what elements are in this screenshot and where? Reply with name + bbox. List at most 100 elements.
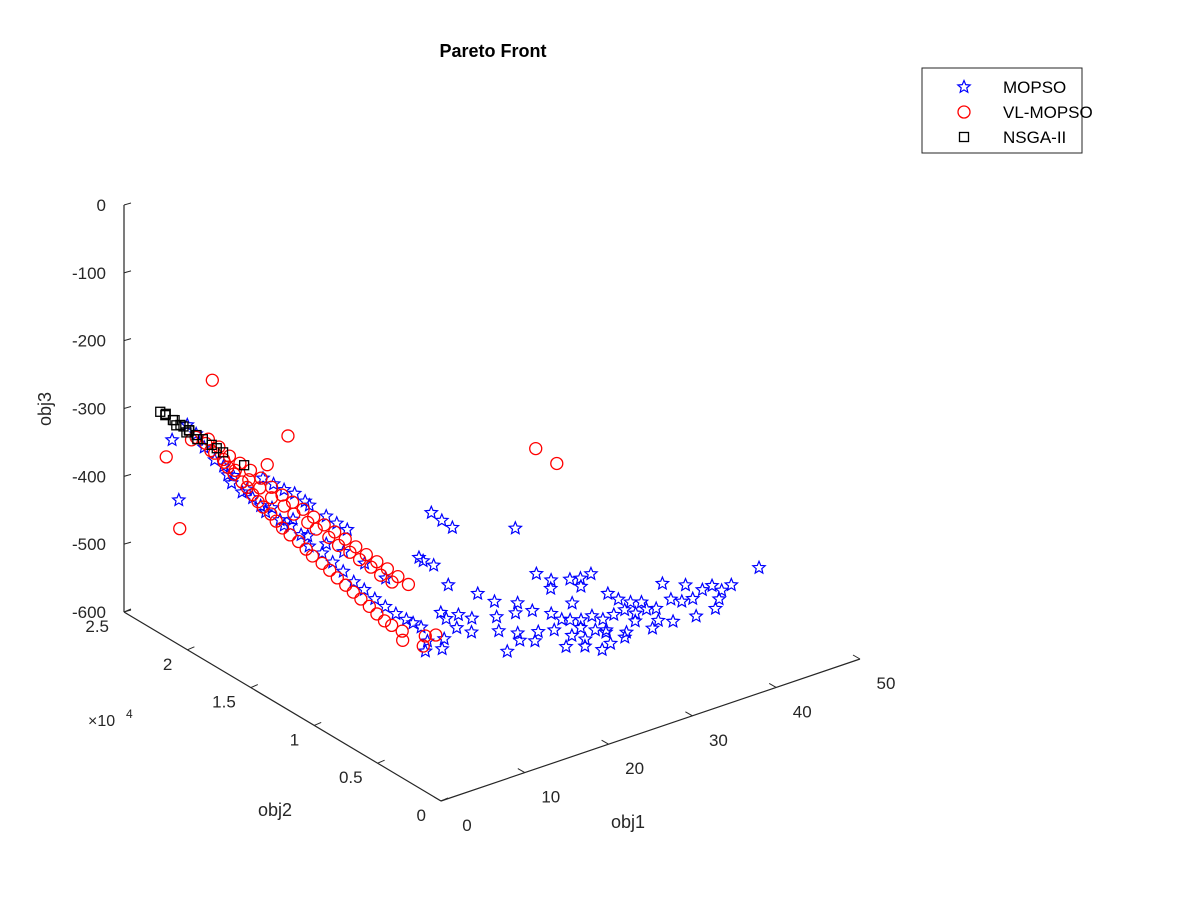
data-point [529, 441, 543, 456]
data-point [665, 613, 681, 629]
data-point [275, 521, 290, 535]
y-axis-exponent: ×10 4 [88, 707, 133, 730]
data-point [277, 499, 291, 513]
data-point [256, 500, 270, 514]
data-point [491, 622, 507, 638]
data-point [317, 518, 331, 532]
data-point [564, 595, 580, 610]
data-point [385, 575, 399, 589]
z-tick-mark [123, 541, 132, 545]
data-point [159, 450, 173, 464]
x-tick-label: 20 [625, 759, 644, 778]
data-point [572, 619, 589, 635]
y-tick-label: 2 [163, 655, 172, 674]
data-point [416, 639, 430, 653]
data-point [181, 427, 192, 438]
z-tick-label: 0 [97, 196, 106, 215]
data-point [527, 632, 543, 648]
data-point [374, 568, 388, 582]
data-point [510, 625, 526, 640]
data-point [283, 528, 297, 542]
data-point [405, 614, 421, 630]
z-tick-label: -100 [72, 264, 106, 283]
data-point [583, 565, 599, 581]
x-tick-mark [601, 739, 609, 745]
chart-title: Pareto Front [439, 41, 546, 61]
data-point [486, 593, 503, 609]
data-point [281, 429, 295, 443]
legend-label: MOPSO [1003, 78, 1066, 97]
data-point [314, 545, 330, 560]
z-tick-label: -500 [72, 535, 106, 554]
data-point [433, 604, 449, 620]
y-tick-label: 1 [290, 730, 299, 749]
data-point [264, 491, 279, 505]
x-axis-line [440, 658, 861, 802]
z-tick-label: -200 [72, 332, 106, 351]
data-point [470, 585, 486, 601]
legend-marker [956, 78, 972, 94]
data-point [704, 577, 720, 593]
data-point [415, 552, 431, 568]
x-ticks: 0 10 20 30 40 50 [433, 654, 895, 835]
data-point [301, 515, 315, 530]
z-tick-mark [123, 406, 132, 409]
z-tick-mark [123, 338, 132, 342]
y-tick-label: 2.5 [85, 617, 109, 636]
data-point [264, 499, 280, 515]
data-point [464, 610, 480, 625]
x-tick-mark [517, 768, 526, 774]
z-tick-mark [123, 270, 132, 274]
data-point [197, 434, 208, 445]
x-tick-label: 10 [541, 788, 560, 807]
data-point [694, 581, 711, 597]
y-tick-label: 0 [417, 806, 426, 825]
z-tick-label: -400 [72, 467, 106, 486]
data-point [362, 599, 376, 613]
data-point [426, 557, 442, 572]
data-point [401, 577, 416, 592]
data-point [352, 552, 367, 567]
data-point [252, 497, 269, 513]
data-point [359, 547, 373, 562]
data-point [598, 622, 614, 637]
data-point [418, 629, 432, 643]
x-tick-mark [433, 796, 442, 802]
data-point [436, 630, 452, 646]
data-point [370, 607, 384, 621]
z-tick-mark [123, 202, 132, 206]
data-point [577, 631, 594, 646]
data-point [562, 571, 578, 586]
data-point [315, 556, 329, 571]
data-point [618, 624, 635, 639]
data-point [707, 600, 724, 616]
data-point [335, 563, 351, 578]
data-point [543, 580, 559, 596]
data-point [685, 590, 701, 606]
data-point [173, 521, 187, 536]
data-point [688, 608, 704, 623]
data-point [602, 635, 619, 651]
data-point [305, 549, 320, 563]
y-tick-mark [377, 759, 385, 764]
z-tick-mark [123, 473, 132, 477]
data-point [255, 470, 271, 485]
data-point [654, 575, 671, 591]
data-point [291, 534, 306, 549]
z-tick-label: -600 [72, 603, 106, 622]
data-point [528, 565, 545, 581]
y-tick-mark [187, 646, 195, 651]
data-point [507, 604, 524, 620]
y-tick-label: 0.5 [339, 768, 363, 787]
data-point [322, 530, 336, 544]
x-tick-label: 0 [462, 816, 471, 835]
data-point [331, 538, 346, 553]
data-point [463, 624, 480, 639]
data-point [184, 425, 195, 436]
data-point [677, 577, 694, 592]
data-point [339, 521, 355, 537]
y-exponent-base: ×10 [88, 713, 115, 730]
x-tick-label: 30 [709, 731, 728, 750]
data-point [644, 620, 661, 635]
